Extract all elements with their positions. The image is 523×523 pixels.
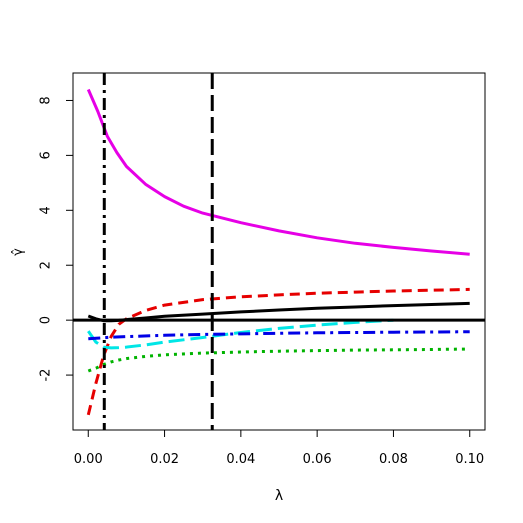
series-line-1 bbox=[86, 88, 470, 256]
x-axis: 0.00 0.02 0.04 0.06 0.08 0.10 bbox=[74, 429, 484, 467]
x-tick-label: 0.02 bbox=[150, 452, 179, 467]
y-tick-label: 2 bbox=[39, 261, 54, 269]
y-tick-label: 0 bbox=[39, 316, 54, 324]
reference-lines-layer bbox=[73, 73, 485, 430]
x-tick-label: 0.04 bbox=[226, 452, 255, 467]
y-tick-label: 6 bbox=[39, 151, 54, 159]
y-tick-label: 8 bbox=[39, 96, 54, 104]
series-line-4 bbox=[87, 318, 394, 350]
x-tick-label: 0.06 bbox=[303, 452, 332, 467]
y-tick-label: -2 bbox=[39, 369, 54, 382]
y-axis: -2 0 2 4 6 8 bbox=[39, 96, 74, 382]
x-tick-label: 0.00 bbox=[74, 452, 103, 467]
x-tick-label: 0.08 bbox=[379, 452, 408, 467]
x-tick-label: 0.10 bbox=[455, 452, 484, 467]
series-line-5 bbox=[88, 330, 470, 341]
y-axis-label: γ̂ bbox=[11, 248, 26, 256]
x-axis-label: λ bbox=[275, 488, 283, 504]
series-line-6 bbox=[87, 347, 470, 373]
y-tick-label: 4 bbox=[39, 206, 54, 214]
